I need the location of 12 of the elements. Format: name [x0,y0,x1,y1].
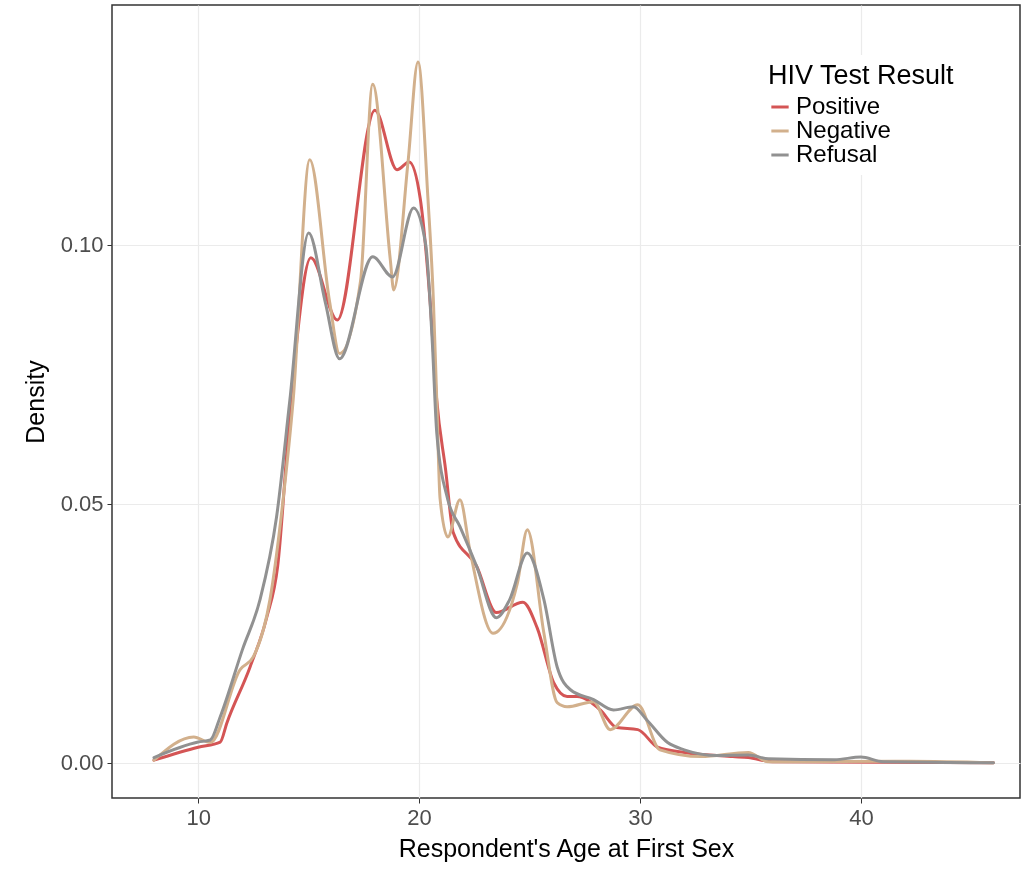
x-axis-title: Respondent's Age at First Sex [398,833,735,862]
y-axis-title: Density [20,359,49,444]
y-tick-label: 0.00 [60,750,104,776]
legend-title: HIV Test Result [768,60,955,90]
legend-label: Positive [796,92,881,119]
legend-label: Negative [796,116,891,143]
y-tick-label: 0.05 [60,491,104,517]
x-tick-label: 10 [186,804,211,830]
y-tick-label: 0.10 [60,232,104,258]
x-tick-label: 20 [407,804,432,830]
x-tick-label: 40 [849,804,874,830]
x-tick-label: 30 [628,804,653,830]
